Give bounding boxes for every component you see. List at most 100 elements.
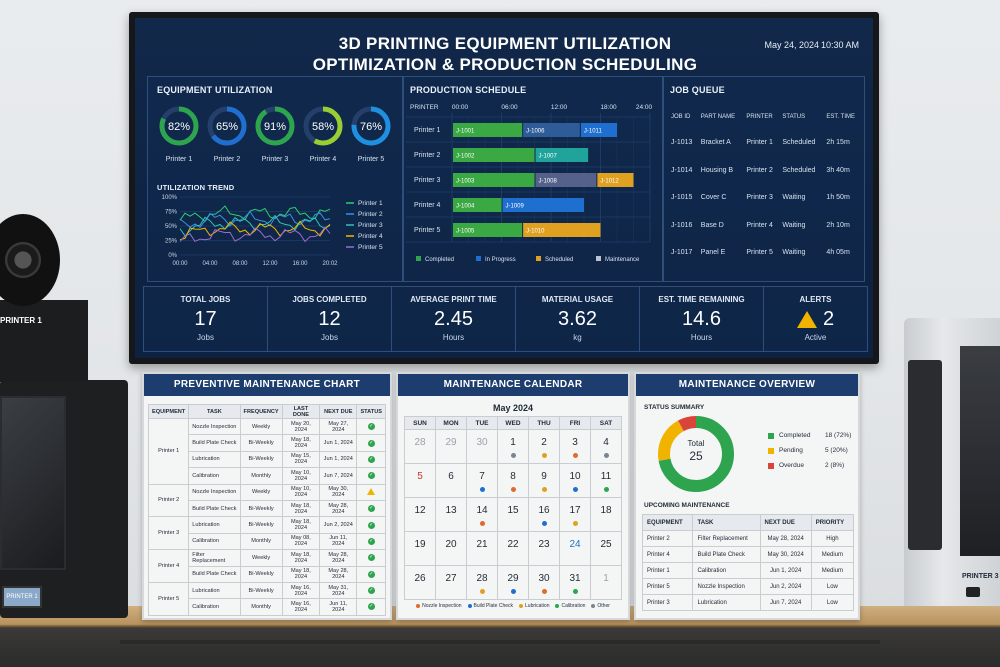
status-legend: Completed 18 (72%) Pending 5 (20%) Overdue 2 … bbox=[768, 428, 856, 473]
pm-row: Calibration Monthly May 16, 2024 Jun 11, 20… bbox=[149, 598, 386, 616]
calendar-board: MAINTENANCE CALENDAR May 2024 SUN MON TUE W… bbox=[396, 372, 630, 620]
gantt-row-label: Printer 4 bbox=[414, 202, 441, 209]
status-donut bbox=[658, 416, 734, 492]
check-icon: ✓ bbox=[367, 554, 375, 562]
trend-x-tick: 04:00 bbox=[202, 261, 218, 267]
pm-status-cell: ✓ bbox=[356, 434, 386, 452]
calendar-day-number: 29 bbox=[445, 437, 457, 448]
queue-cell: Printer 2 bbox=[746, 166, 773, 174]
calendar-day[interactable]: 30 bbox=[466, 429, 498, 464]
calendar-week: 26 27 28 29 30 31 1 bbox=[404, 565, 622, 600]
calendar-day[interactable]: 4 bbox=[590, 429, 622, 464]
calendar-day[interactable]: 18 bbox=[590, 497, 622, 532]
gantt-hour-label: 06:00 bbox=[501, 104, 518, 111]
calendar-day[interactable]: 1 bbox=[590, 565, 622, 600]
calendar-day[interactable]: 31 bbox=[559, 565, 591, 600]
legend-label: Other bbox=[597, 603, 610, 609]
queue-cell: Waiting bbox=[782, 194, 806, 202]
trend-series-2 bbox=[179, 210, 331, 228]
calendar-day[interactable]: 1 bbox=[497, 429, 529, 464]
kpi-label: ALERTS bbox=[799, 295, 832, 304]
kpi-unit: Active bbox=[804, 333, 827, 342]
calendar-day[interactable]: 7 bbox=[466, 463, 498, 498]
calendar-weekday: SUN bbox=[404, 416, 436, 430]
pm-equipment-cell: Printer 1 bbox=[147, 418, 190, 485]
utilization-ring-4: 58% bbox=[303, 106, 343, 146]
calendar-day[interactable]: 10 bbox=[559, 463, 591, 498]
pm-cell: Monthly bbox=[239, 467, 283, 485]
status-label: Pending bbox=[779, 447, 803, 454]
queue-row[interactable]: J-1013 Bracket A Printer 1 Scheduled 2h 15m bbox=[668, 129, 862, 157]
queue-row[interactable]: J-1015 Cover C Printer 3 Waiting 1h 50m bbox=[668, 184, 862, 212]
trend-y-tick: 100% bbox=[162, 195, 178, 201]
calendar-day[interactable]: 27 bbox=[435, 565, 467, 600]
queue-row[interactable]: J-1014 Housing B Printer 2 Scheduled 3h 40m bbox=[668, 157, 862, 185]
pm-cell: May 18, 2024 bbox=[281, 565, 321, 583]
calendar-day[interactable]: 28 bbox=[404, 429, 436, 464]
calendar-day[interactable]: 29 bbox=[435, 429, 467, 464]
calendar-day[interactable]: 15 bbox=[497, 497, 529, 532]
calendar-weekday: TUE bbox=[466, 416, 498, 430]
kpi-label: AVERAGE PRINT TIME bbox=[410, 295, 497, 304]
pm-row: Printer 5 Lubrication Bi-Weekly May 16, 202… bbox=[147, 581, 386, 616]
calendar-day[interactable]: 2 bbox=[528, 429, 560, 464]
upcoming-cell: Lubrication bbox=[692, 594, 761, 611]
gantt-legend-label: Scheduled bbox=[545, 257, 573, 263]
kpi-value: 12 bbox=[318, 308, 341, 330]
calendar-day[interactable]: 20 bbox=[435, 531, 467, 566]
calendar-day[interactable]: 12 bbox=[404, 497, 436, 532]
kpi-label: MATERIAL USAGE bbox=[541, 295, 614, 304]
status-summary-heading: STATUS SUMMARY bbox=[644, 404, 705, 411]
calendar-day[interactable]: 25 bbox=[590, 531, 622, 566]
ring-value: 82% bbox=[168, 121, 190, 133]
upcoming-row: Printer 1 Calibration Jun 1, 2024 Medium bbox=[641, 562, 855, 579]
calendar-day[interactable]: 17 bbox=[559, 497, 591, 532]
pm-cell: May 27, 2024 bbox=[319, 417, 358, 436]
calendar-day[interactable]: 19 bbox=[404, 531, 436, 566]
calendar-day[interactable]: 13 bbox=[435, 497, 467, 532]
ring-fill bbox=[255, 106, 295, 146]
utilization-ring-3: 91% bbox=[255, 106, 295, 146]
calendar-day[interactable]: 29 bbox=[497, 565, 529, 600]
gantt-bar bbox=[453, 198, 502, 212]
calendar-day[interactable]: 30 bbox=[528, 565, 560, 600]
queue-row[interactable]: J-1017 Panel E Printer 5 Waiting 4h 05m bbox=[668, 239, 862, 267]
upcoming-column-header: NEXT DUE bbox=[759, 514, 812, 531]
calendar-day[interactable]: 21 bbox=[466, 531, 498, 566]
upcoming-cell: Build Plate Check bbox=[692, 546, 761, 563]
upcoming-cell: Nozzle Inspection bbox=[692, 578, 761, 595]
donut-total-label: Total bbox=[687, 439, 705, 448]
trend-legend-label: Printer 5 bbox=[358, 244, 383, 251]
upcoming-cell: May 30, 2024 bbox=[759, 546, 812, 563]
calendar-day[interactable]: 23 bbox=[528, 531, 560, 566]
calendar-day-number: 18 bbox=[600, 505, 612, 516]
calendar-day[interactable]: 8 bbox=[497, 463, 529, 498]
calendar-day[interactable]: 26 bbox=[404, 565, 436, 600]
trend-y-tick: 75% bbox=[165, 210, 178, 216]
calendar-day[interactable]: 16 bbox=[528, 497, 560, 532]
calendar-day[interactable]: 14 bbox=[466, 497, 498, 532]
queue-row[interactable]: J-1016 Base D Printer 4 Waiting 2h 10m bbox=[668, 212, 862, 240]
calendar-day[interactable]: 5 bbox=[404, 463, 436, 498]
calendar-day[interactable]: 22 bbox=[497, 531, 529, 566]
calendar-day[interactable]: 24 bbox=[559, 531, 591, 566]
ring-value: 65% bbox=[216, 121, 238, 133]
calendar-week: 12 13 14 15 16 17 18 bbox=[404, 497, 622, 532]
status-label: Completed bbox=[779, 432, 811, 439]
kpi-unit: Hours bbox=[442, 333, 465, 342]
pm-cell: Weekly bbox=[239, 483, 283, 501]
check-icon: ✓ bbox=[367, 439, 375, 447]
calendar-day[interactable]: 9 bbox=[528, 463, 560, 498]
printer-1-screen[interactable]: PRINTER 1 bbox=[2, 586, 42, 608]
calendar-day[interactable]: 6 bbox=[435, 463, 467, 498]
calendar-day-number: 29 bbox=[507, 573, 519, 584]
gantt-bar bbox=[535, 148, 589, 162]
upcoming-cell: Low bbox=[810, 578, 855, 595]
calendar-day[interactable]: 3 bbox=[559, 429, 591, 464]
pm-cell: Build Plate Check bbox=[188, 434, 241, 452]
calendar-day[interactable]: 11 bbox=[590, 463, 622, 498]
calendar-day[interactable]: 28 bbox=[466, 565, 498, 600]
printer-3-power-button[interactable] bbox=[966, 587, 980, 597]
pm-column-header: STATUS bbox=[356, 404, 386, 419]
job-queue-heading: JOB QUEUE bbox=[670, 85, 725, 95]
